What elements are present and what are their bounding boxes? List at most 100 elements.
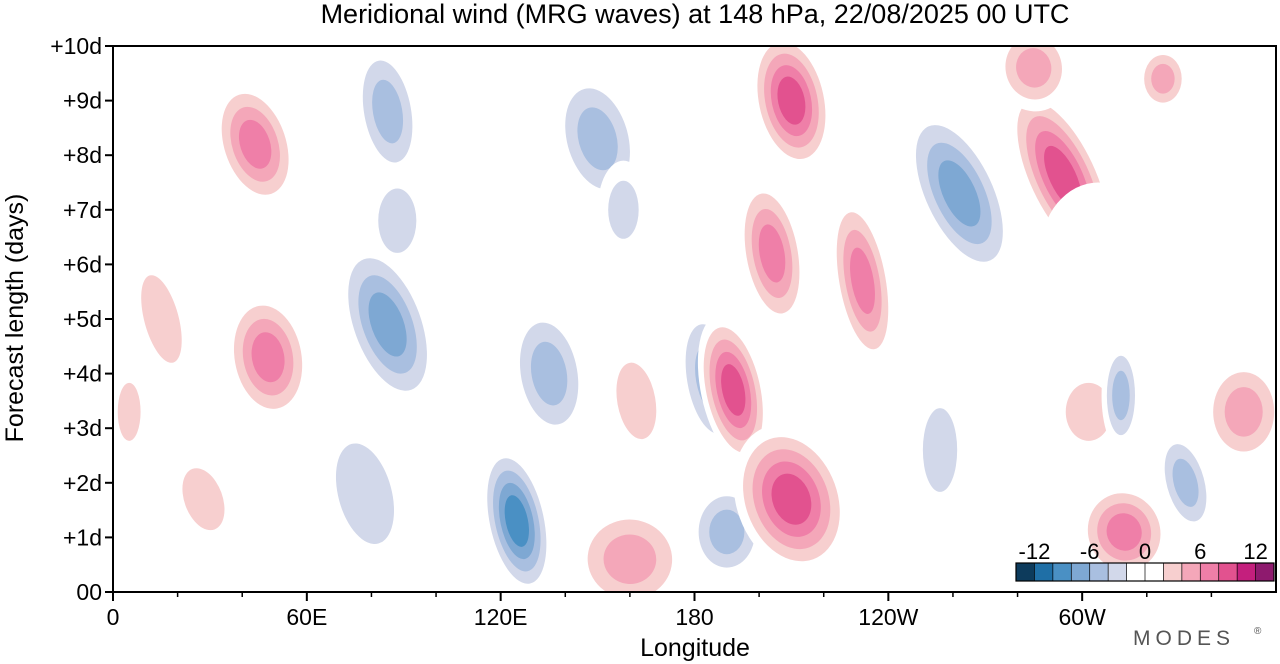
contour-band	[238, 119, 272, 169]
contour-cell	[571, 504, 689, 592]
y-tick-label: 00	[76, 579, 102, 605]
x-tick-label: 120E	[474, 604, 528, 630]
contour-cell	[737, 177, 807, 329]
contour-band	[1224, 387, 1263, 437]
registered-mark: ®	[1254, 626, 1262, 637]
y-tick-label: +9d	[63, 88, 102, 114]
colorbar-tick-label: 0	[1139, 539, 1151, 564]
colorbar-tick-label: -6	[1080, 539, 1100, 564]
x-tick-label: 0	[107, 604, 120, 630]
y-tick-label: +3d	[63, 415, 102, 441]
colorbar-swatch	[1071, 563, 1090, 581]
contour-cell	[1078, 483, 1170, 581]
colorbar-swatch	[1181, 563, 1201, 581]
contour-band	[608, 180, 639, 239]
contour-cell	[597, 160, 650, 259]
contour-band	[368, 292, 407, 357]
contour-band	[504, 495, 529, 547]
contour-band	[335, 443, 395, 544]
colorbar-tick-label: 12	[1243, 539, 1267, 564]
colorbar-frame	[1015, 562, 1275, 582]
colorbar-swatch	[1237, 563, 1256, 581]
contour-band	[378, 188, 417, 253]
y-tick-label: +6d	[63, 251, 102, 277]
colorbar-swatch	[1218, 563, 1238, 581]
y-tick-label: +5d	[63, 306, 102, 332]
colorbar-swatch	[1034, 563, 1053, 581]
contour-band	[577, 107, 618, 171]
contour-band	[1151, 63, 1175, 94]
modes-logo: MODES	[1133, 627, 1235, 650]
contour-band	[603, 534, 657, 585]
y-tick-label: +1d	[63, 524, 102, 550]
colorbar-swatch	[1089, 563, 1109, 581]
colorbar-swatch	[1016, 563, 1035, 581]
contour-band	[182, 468, 225, 531]
contour-cell	[481, 445, 553, 592]
contour-cell	[1101, 340, 1141, 451]
contour-cell	[338, 241, 438, 408]
colorbar-tick-label: 6	[1194, 539, 1206, 564]
contour-band	[372, 79, 404, 144]
colorbar-swatch	[1163, 563, 1182, 581]
y-tick-label: +8d	[63, 142, 102, 168]
contour-band	[777, 76, 806, 125]
x-tick-label: 60W	[1059, 604, 1107, 630]
contour-cell	[910, 379, 970, 522]
contour-band	[850, 247, 875, 314]
colorbar-swatch	[1200, 563, 1219, 581]
colorbar-swatch	[1126, 563, 1145, 581]
colorbar-swatch	[1052, 563, 1072, 581]
colorbar: -12 -6 0 6 12	[1015, 539, 1275, 582]
contour-cell	[602, 336, 671, 466]
contour-field	[113, 46, 1276, 592]
x-axis-label: Longitude	[640, 634, 750, 662]
contour-band	[530, 341, 568, 406]
colorbar-tick-label: -12	[1019, 539, 1051, 564]
y-tick-label: +10d	[50, 33, 102, 59]
contour-band	[1106, 513, 1142, 551]
y-tick-label: +4d	[63, 361, 102, 387]
contour-cell	[1201, 357, 1276, 467]
contour-cell	[127, 244, 196, 394]
contour-band	[771, 473, 812, 525]
contour-band	[922, 408, 958, 492]
chart-title: Meridional wind (MRG waves) at 148 hPa, …	[321, 0, 1070, 29]
contour-cell	[733, 424, 850, 574]
contour-cell	[113, 362, 149, 461]
x-tick-label: 180	[675, 604, 713, 630]
colorbar-swatch	[1145, 563, 1164, 581]
contour-band	[721, 364, 746, 416]
y-axis-label: Forecast length (days)	[1, 194, 29, 443]
contour-band	[1040, 182, 1157, 325]
contour-cell	[213, 80, 298, 208]
x-tick-label: 60E	[286, 604, 327, 630]
contour-cell	[697, 314, 769, 466]
contour-band	[758, 224, 786, 283]
y-tick-label: +2d	[63, 470, 102, 496]
contour-band	[117, 382, 141, 441]
contour-cell	[509, 303, 590, 444]
contour-cell	[750, 46, 833, 171]
contour-cell	[994, 46, 1073, 112]
contour-band	[141, 275, 182, 363]
x-tick-label: 120W	[858, 604, 918, 630]
colorbar-swatch	[1255, 563, 1274, 581]
y-tick-label: +7d	[63, 197, 102, 223]
colorbar-swatch	[1108, 563, 1127, 581]
contour-cell	[1040, 182, 1157, 325]
axis-ticks: 0 60E 120E 180 120W 60W 00 +1d +2d +3d +4d +5d +6d +7…	[50, 33, 1213, 630]
contour-cell	[830, 194, 895, 367]
contour-band	[251, 332, 285, 383]
contour-cell	[315, 408, 415, 579]
contour-band	[1065, 382, 1112, 441]
contour-band	[616, 362, 657, 440]
contour-band	[1112, 370, 1130, 421]
contour-band	[709, 509, 745, 555]
contour-cell	[353, 46, 422, 182]
contour-band	[1016, 48, 1052, 88]
contour-cell	[1137, 46, 1189, 112]
contour-cell	[904, 107, 1015, 280]
contour-cell	[167, 446, 240, 552]
